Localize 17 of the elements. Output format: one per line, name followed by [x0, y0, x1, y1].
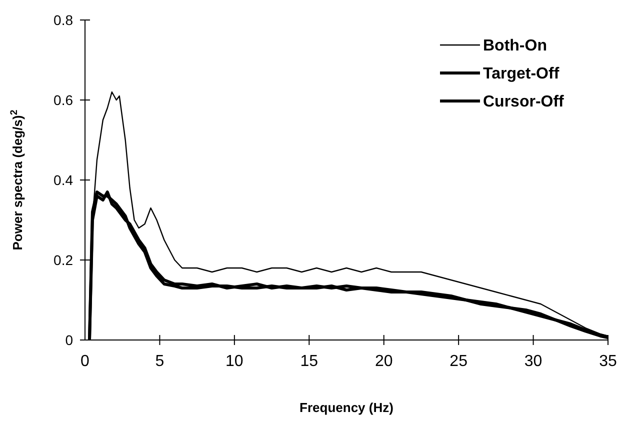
y-tick-label: 0.6 [54, 92, 74, 108]
legend-label: Both-On [483, 38, 547, 55]
legend-label: Target-Off [483, 66, 560, 83]
y-tick-label: 0.4 [54, 172, 74, 188]
x-tick-label: 10 [226, 353, 244, 370]
x-tick-label: 30 [524, 353, 542, 370]
x-tick-label: 5 [155, 353, 164, 370]
y-tick-label: 0.2 [54, 252, 74, 268]
y-tick-label: 0 [65, 332, 74, 348]
y-tick-label: 0.8 [54, 12, 74, 28]
x-tick-label: 25 [450, 353, 468, 370]
legend-label: Cursor-Off [483, 94, 565, 111]
x-tick-label: 15 [300, 353, 318, 370]
x-tick-label: 0 [80, 353, 90, 370]
x-tick-label: 35 [599, 353, 617, 370]
x-axis-title: Frequency (Hz) [300, 400, 394, 415]
x-tick-label: 20 [374, 353, 393, 370]
